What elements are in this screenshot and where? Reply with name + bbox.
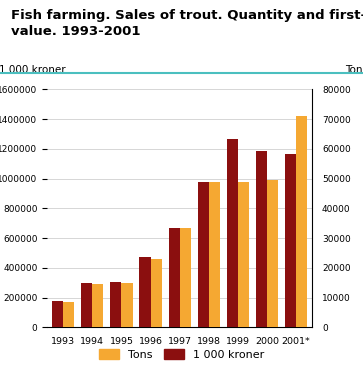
Bar: [92, 284, 103, 327]
Bar: [256, 151, 267, 327]
Bar: [139, 257, 151, 327]
Text: Tons: Tons: [345, 65, 363, 75]
Text: 1 000 kroner: 1 000 kroner: [0, 65, 66, 75]
Bar: [296, 116, 307, 327]
Bar: [151, 259, 162, 327]
Bar: [198, 182, 209, 327]
Bar: [267, 180, 278, 327]
Bar: [63, 302, 74, 327]
Bar: [110, 282, 122, 327]
Bar: [52, 301, 63, 327]
Bar: [180, 228, 191, 327]
Bar: [209, 182, 220, 327]
Bar: [169, 228, 180, 327]
Bar: [227, 139, 238, 327]
Bar: [285, 154, 296, 327]
Bar: [122, 283, 132, 327]
Bar: [81, 283, 92, 327]
Text: Fish farming. Sales of trout. Quantity and first-hand
value. 1993-2001: Fish farming. Sales of trout. Quantity a…: [11, 9, 363, 38]
Bar: [238, 182, 249, 327]
Legend: Tons, 1 000 kroner: Tons, 1 000 kroner: [95, 345, 268, 365]
